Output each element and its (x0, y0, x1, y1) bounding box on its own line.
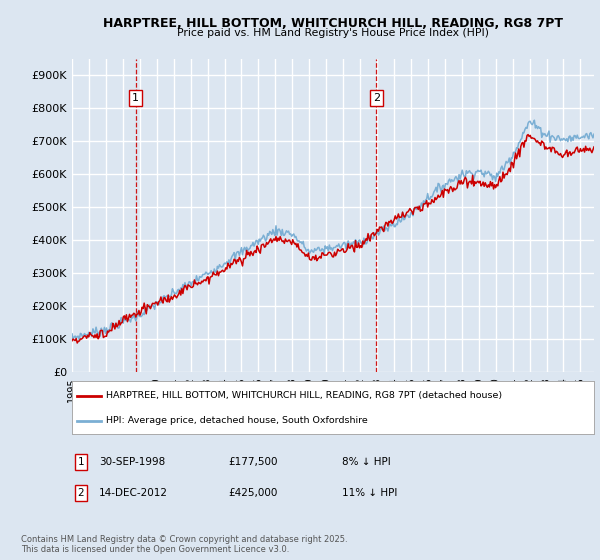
Text: 1: 1 (132, 93, 139, 103)
Text: 14-DEC-2012: 14-DEC-2012 (99, 488, 168, 498)
Text: Price paid vs. HM Land Registry's House Price Index (HPI): Price paid vs. HM Land Registry's House … (177, 28, 489, 38)
Text: HARPTREE, HILL BOTTOM, WHITCHURCH HILL, READING, RG8 7PT: HARPTREE, HILL BOTTOM, WHITCHURCH HILL, … (103, 17, 563, 30)
Text: 11% ↓ HPI: 11% ↓ HPI (342, 488, 397, 498)
Text: Contains HM Land Registry data © Crown copyright and database right 2025.
This d: Contains HM Land Registry data © Crown c… (21, 535, 347, 554)
Text: £425,000: £425,000 (228, 488, 277, 498)
Text: 2: 2 (373, 93, 380, 103)
Text: £177,500: £177,500 (228, 457, 277, 467)
Text: 8% ↓ HPI: 8% ↓ HPI (342, 457, 391, 467)
Text: 2: 2 (77, 488, 85, 498)
Text: HARPTREE, HILL BOTTOM, WHITCHURCH HILL, READING, RG8 7PT (detached house): HARPTREE, HILL BOTTOM, WHITCHURCH HILL, … (106, 391, 502, 400)
Text: 1: 1 (77, 457, 85, 467)
Text: HPI: Average price, detached house, South Oxfordshire: HPI: Average price, detached house, Sout… (106, 416, 368, 425)
Text: 30-SEP-1998: 30-SEP-1998 (99, 457, 165, 467)
